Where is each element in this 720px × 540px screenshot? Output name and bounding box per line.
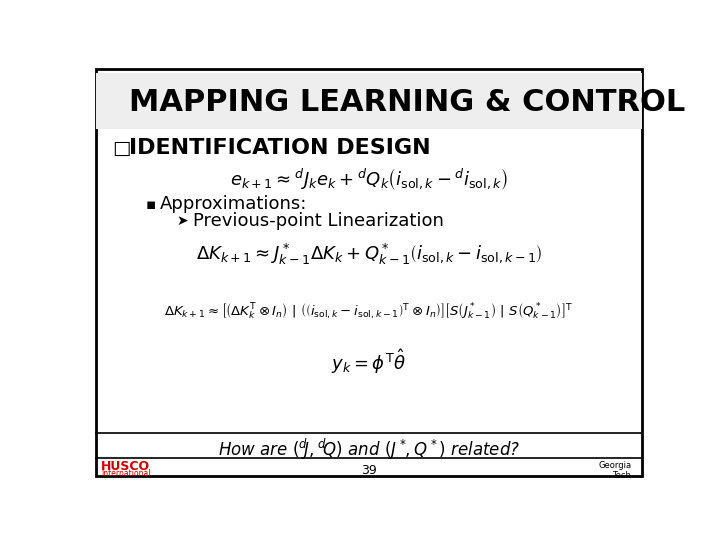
Text: 39: 39 — [361, 464, 377, 477]
Text: IDENTIFICATION DESIGN: IDENTIFICATION DESIGN — [129, 138, 431, 158]
Text: $e_{k+1} \approx {^d}J_k e_k + {^d}Q_k \left(i_{\mathrm{sol},k} - {^d}i_{\mathrm: $e_{k+1} \approx {^d}J_k e_k + {^d}Q_k \… — [230, 166, 508, 192]
Text: MAPPING LEARNING & CONTROL: MAPPING LEARNING & CONTROL — [129, 87, 685, 117]
Text: International: International — [101, 469, 150, 478]
Text: How are $({^d}\!J,{^d}\!Q)$ and $(J^*\!,Q^*)$ related?: How are $({^d}\!J,{^d}\!Q)$ and $(J^*\!,… — [218, 437, 520, 462]
Text: □: □ — [112, 138, 131, 158]
Text: HUSCO: HUSCO — [101, 461, 150, 474]
Text: Georgia
Tech: Georgia Tech — [598, 461, 631, 480]
Text: $y_k = \phi^{\mathrm{T}}\hat{\theta}$: $y_k = \phi^{\mathrm{T}}\hat{\theta}$ — [331, 348, 407, 376]
Text: $\Delta K_{k+1} \approx \left[\left(\Delta K_k^{\mathrm{T}} \otimes I_n\right) \: $\Delta K_{k+1} \approx \left[\left(\Del… — [164, 302, 574, 322]
Text: Previous-point Linearization: Previous-point Linearization — [193, 212, 444, 230]
Text: Approximations:: Approximations: — [160, 195, 307, 213]
Text: ➤: ➤ — [176, 214, 188, 228]
Text: $\Delta K_{k+1} \approx J^*_{k-1}\Delta K_k + Q^*_{k-1}\left(i_{\mathrm{sol},k} : $\Delta K_{k+1} \approx J^*_{k-1}\Delta … — [196, 241, 542, 267]
FancyBboxPatch shape — [96, 73, 642, 129]
FancyBboxPatch shape — [96, 69, 642, 476]
Text: ▪: ▪ — [145, 197, 156, 212]
